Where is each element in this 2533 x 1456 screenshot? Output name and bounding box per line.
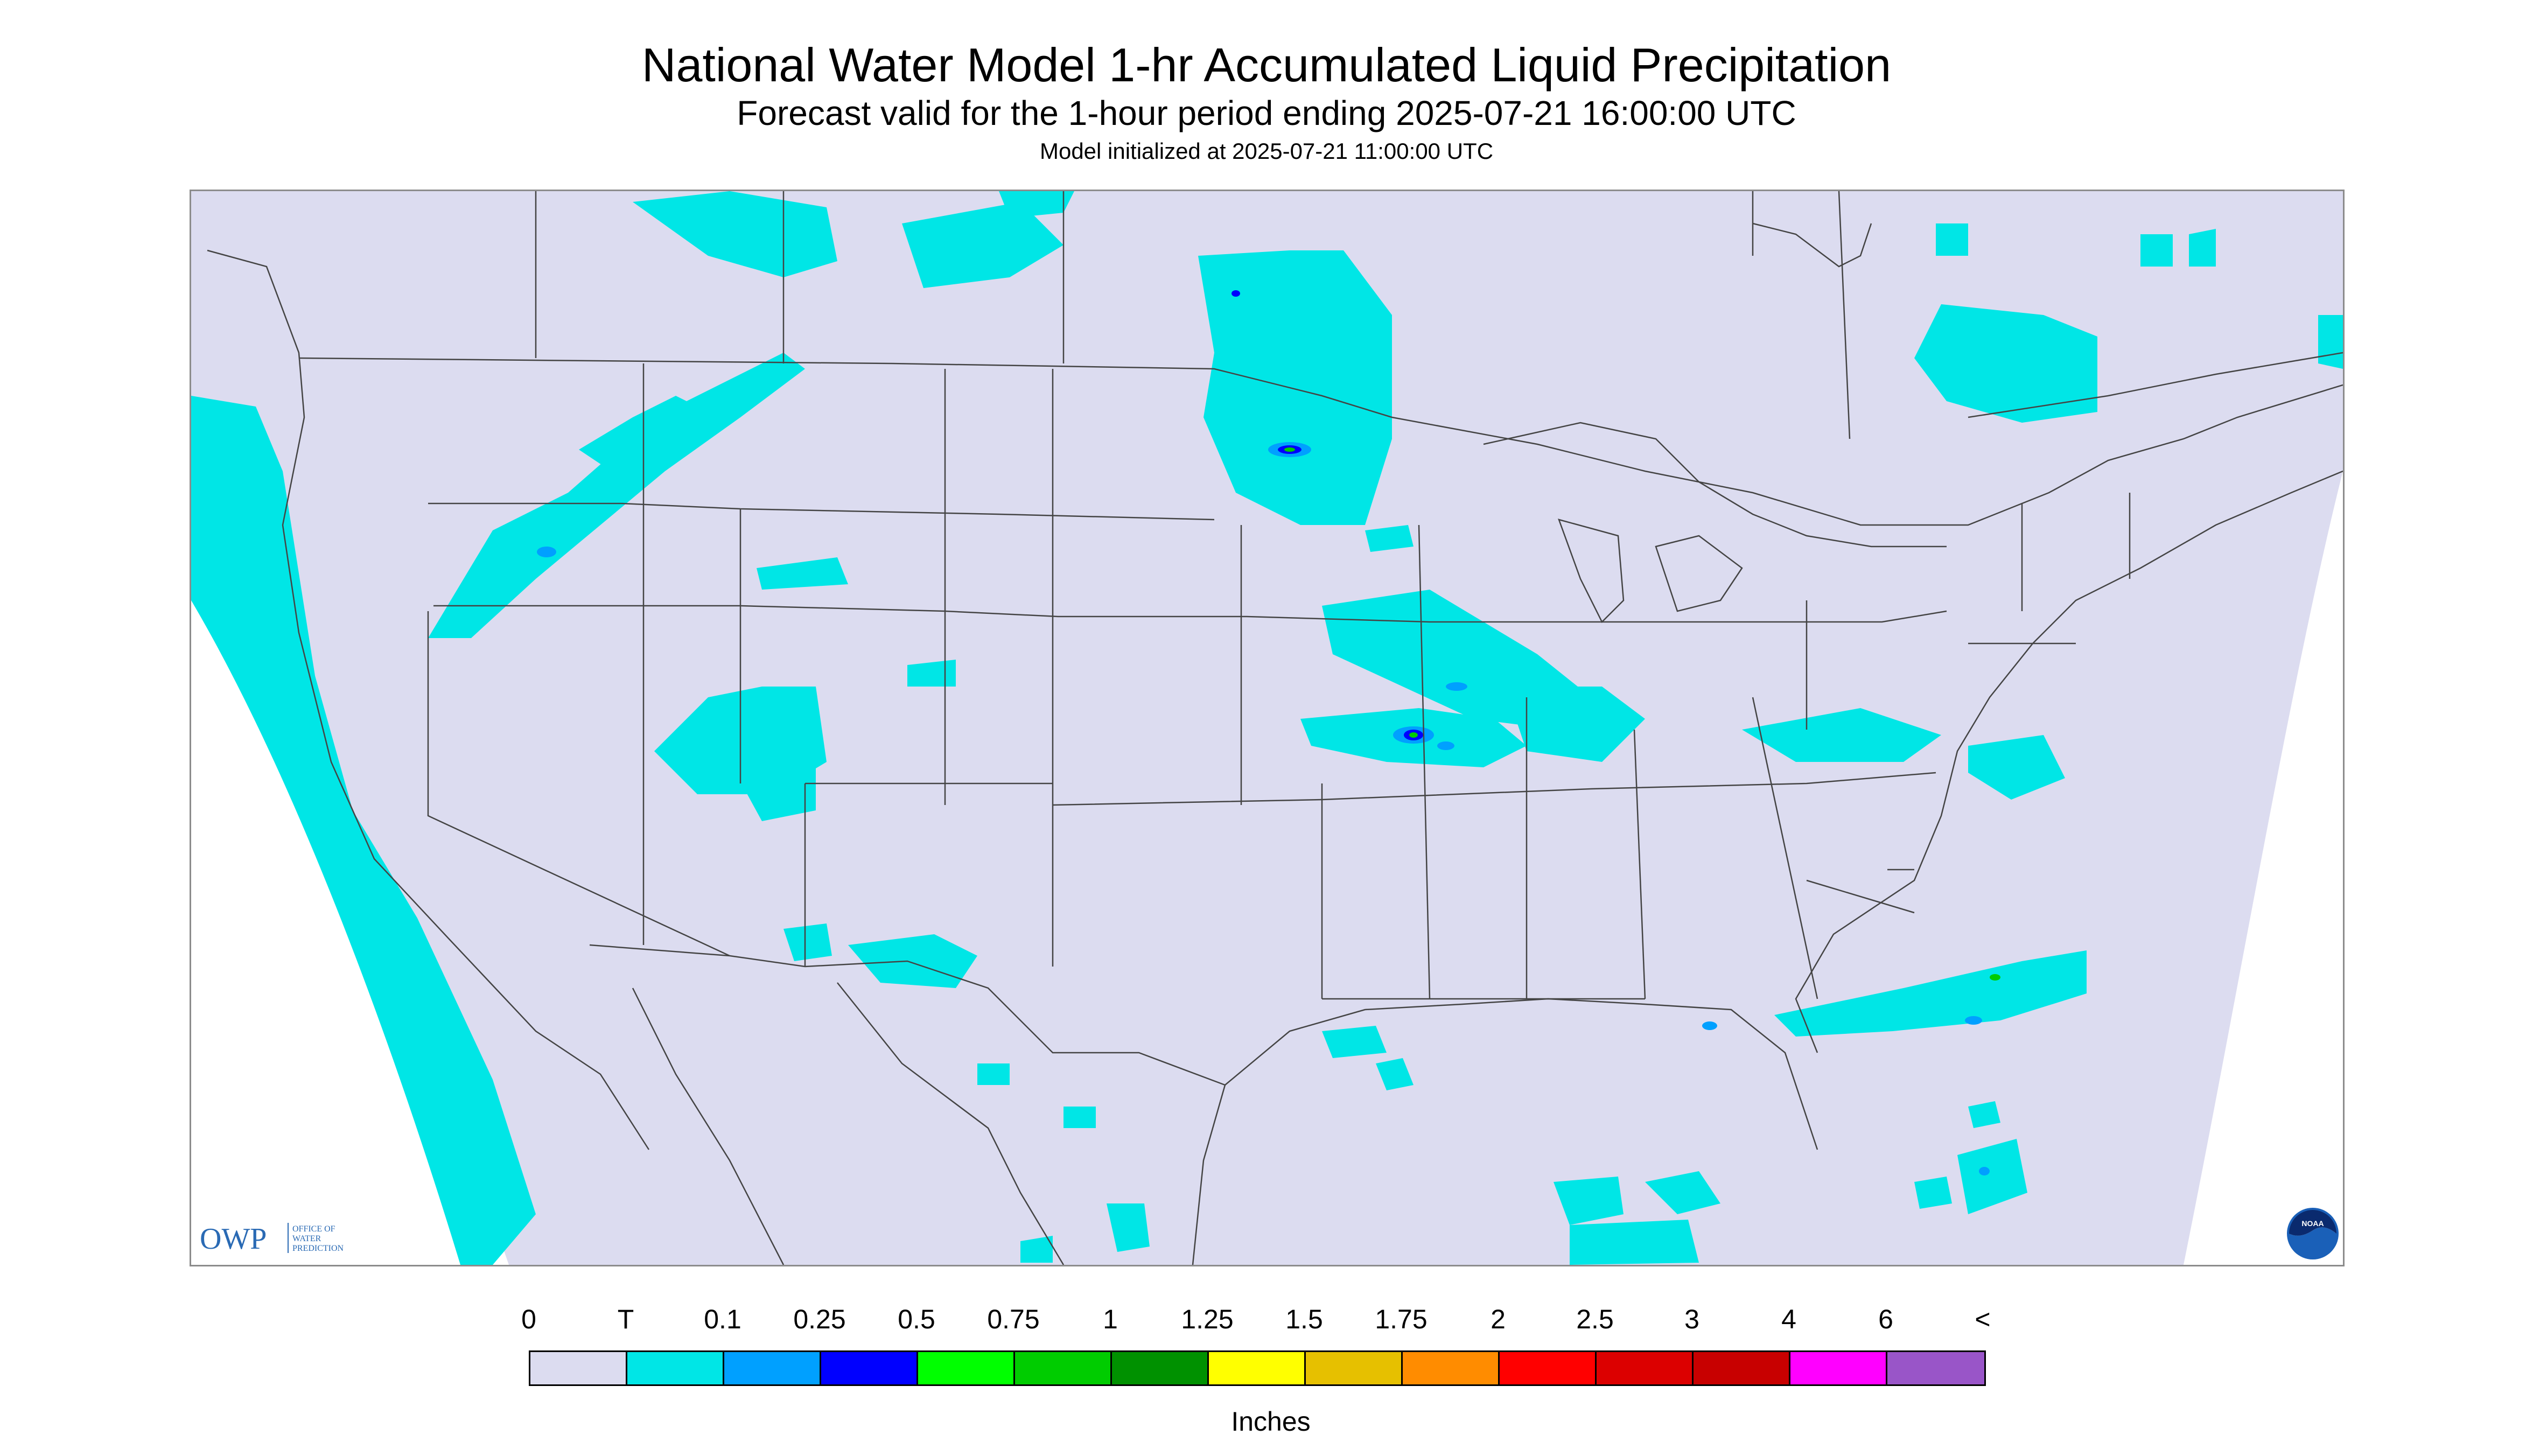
legend-tick-label: 0.1 [704, 1304, 741, 1334]
moderate-precip-cells [1231, 290, 2000, 981]
model-initialized-label: Model initialized at 2025-07-21 11:00:00… [1039, 138, 1494, 164]
legend: 0 T 0.1 0.25 0.5 0.75 1 1.25 1.5 1.75 2 2.5 3 4 6 < Inc… [521, 1303, 2014, 1443]
legend-tick-label: < [1975, 1304, 1991, 1334]
main-title: National Water Model 1-hr Accumulated Li… [641, 38, 1892, 92]
legend-swatch [1790, 1352, 1887, 1384]
legend-swatch [1015, 1352, 1112, 1384]
legend-swatch [1694, 1352, 1790, 1384]
legend-swatch [1597, 1352, 1694, 1384]
legend-tick-label: 3 [1684, 1304, 1699, 1334]
legend-tick-label: 2.5 [1576, 1304, 1614, 1334]
legend-swatch [1112, 1352, 1209, 1384]
owp-logo-line-3: PREDICTION [292, 1244, 344, 1253]
legend-swatch [724, 1352, 821, 1384]
legend-swatch [918, 1352, 1015, 1384]
legend-swatch [530, 1352, 627, 1384]
noaa-logo: NOAA [2287, 1208, 2339, 1259]
model-domain [191, 191, 2343, 1265]
legend-color-bar [529, 1350, 1986, 1386]
legend-tick-label: 4 [1781, 1304, 1796, 1334]
legend-swatch [1500, 1352, 1597, 1384]
legend-tick-label: 6 [1878, 1304, 1893, 1334]
owp-logo-line-1: OFFICE OF [292, 1224, 335, 1234]
legend-swatch [1887, 1352, 1984, 1384]
legend-tick-label: 2 [1491, 1304, 1506, 1334]
legend-tick-label: 1.75 [1375, 1304, 1428, 1334]
owp-logo: OWP OFFICE OF WATER PREDICTION [200, 1222, 344, 1256]
legend-tick-label: 0.5 [898, 1304, 935, 1334]
legend-swatch [1403, 1352, 1500, 1384]
forecast-valid-subtitle: Forecast valid for the 1-hour period end… [737, 94, 1796, 132]
legend-swatch [1209, 1352, 1306, 1384]
legend-swatch [1306, 1352, 1403, 1384]
owp-logo-line-2: WATER [292, 1234, 321, 1243]
legend-units: Inches [1231, 1406, 1311, 1437]
noaa-logo-text: NOAA [2301, 1219, 2324, 1228]
legend-swatch [627, 1352, 724, 1384]
legend-tick-label: 1.25 [1181, 1304, 1234, 1334]
legend-tick-label: 1 [1103, 1304, 1118, 1334]
legend-swatch [821, 1352, 918, 1384]
precipitation-map: OWP OFFICE OF WATER PREDICTION NOAA [190, 190, 2345, 1266]
legend-tick-label: T [617, 1304, 634, 1334]
map-canvas: OWP OFFICE OF WATER PREDICTION NOAA [191, 191, 2343, 1265]
legend-tick-label: 1.5 [1285, 1304, 1323, 1334]
trace-precip-areas [191, 191, 2343, 1265]
owp-logo-mark: OWP [200, 1222, 267, 1256]
legend-tick-label: 0.75 [987, 1304, 1040, 1334]
boundaries [207, 191, 2343, 1265]
legend-tick-label: 0.25 [793, 1304, 846, 1334]
legend-tick-label: 0 [521, 1304, 536, 1334]
